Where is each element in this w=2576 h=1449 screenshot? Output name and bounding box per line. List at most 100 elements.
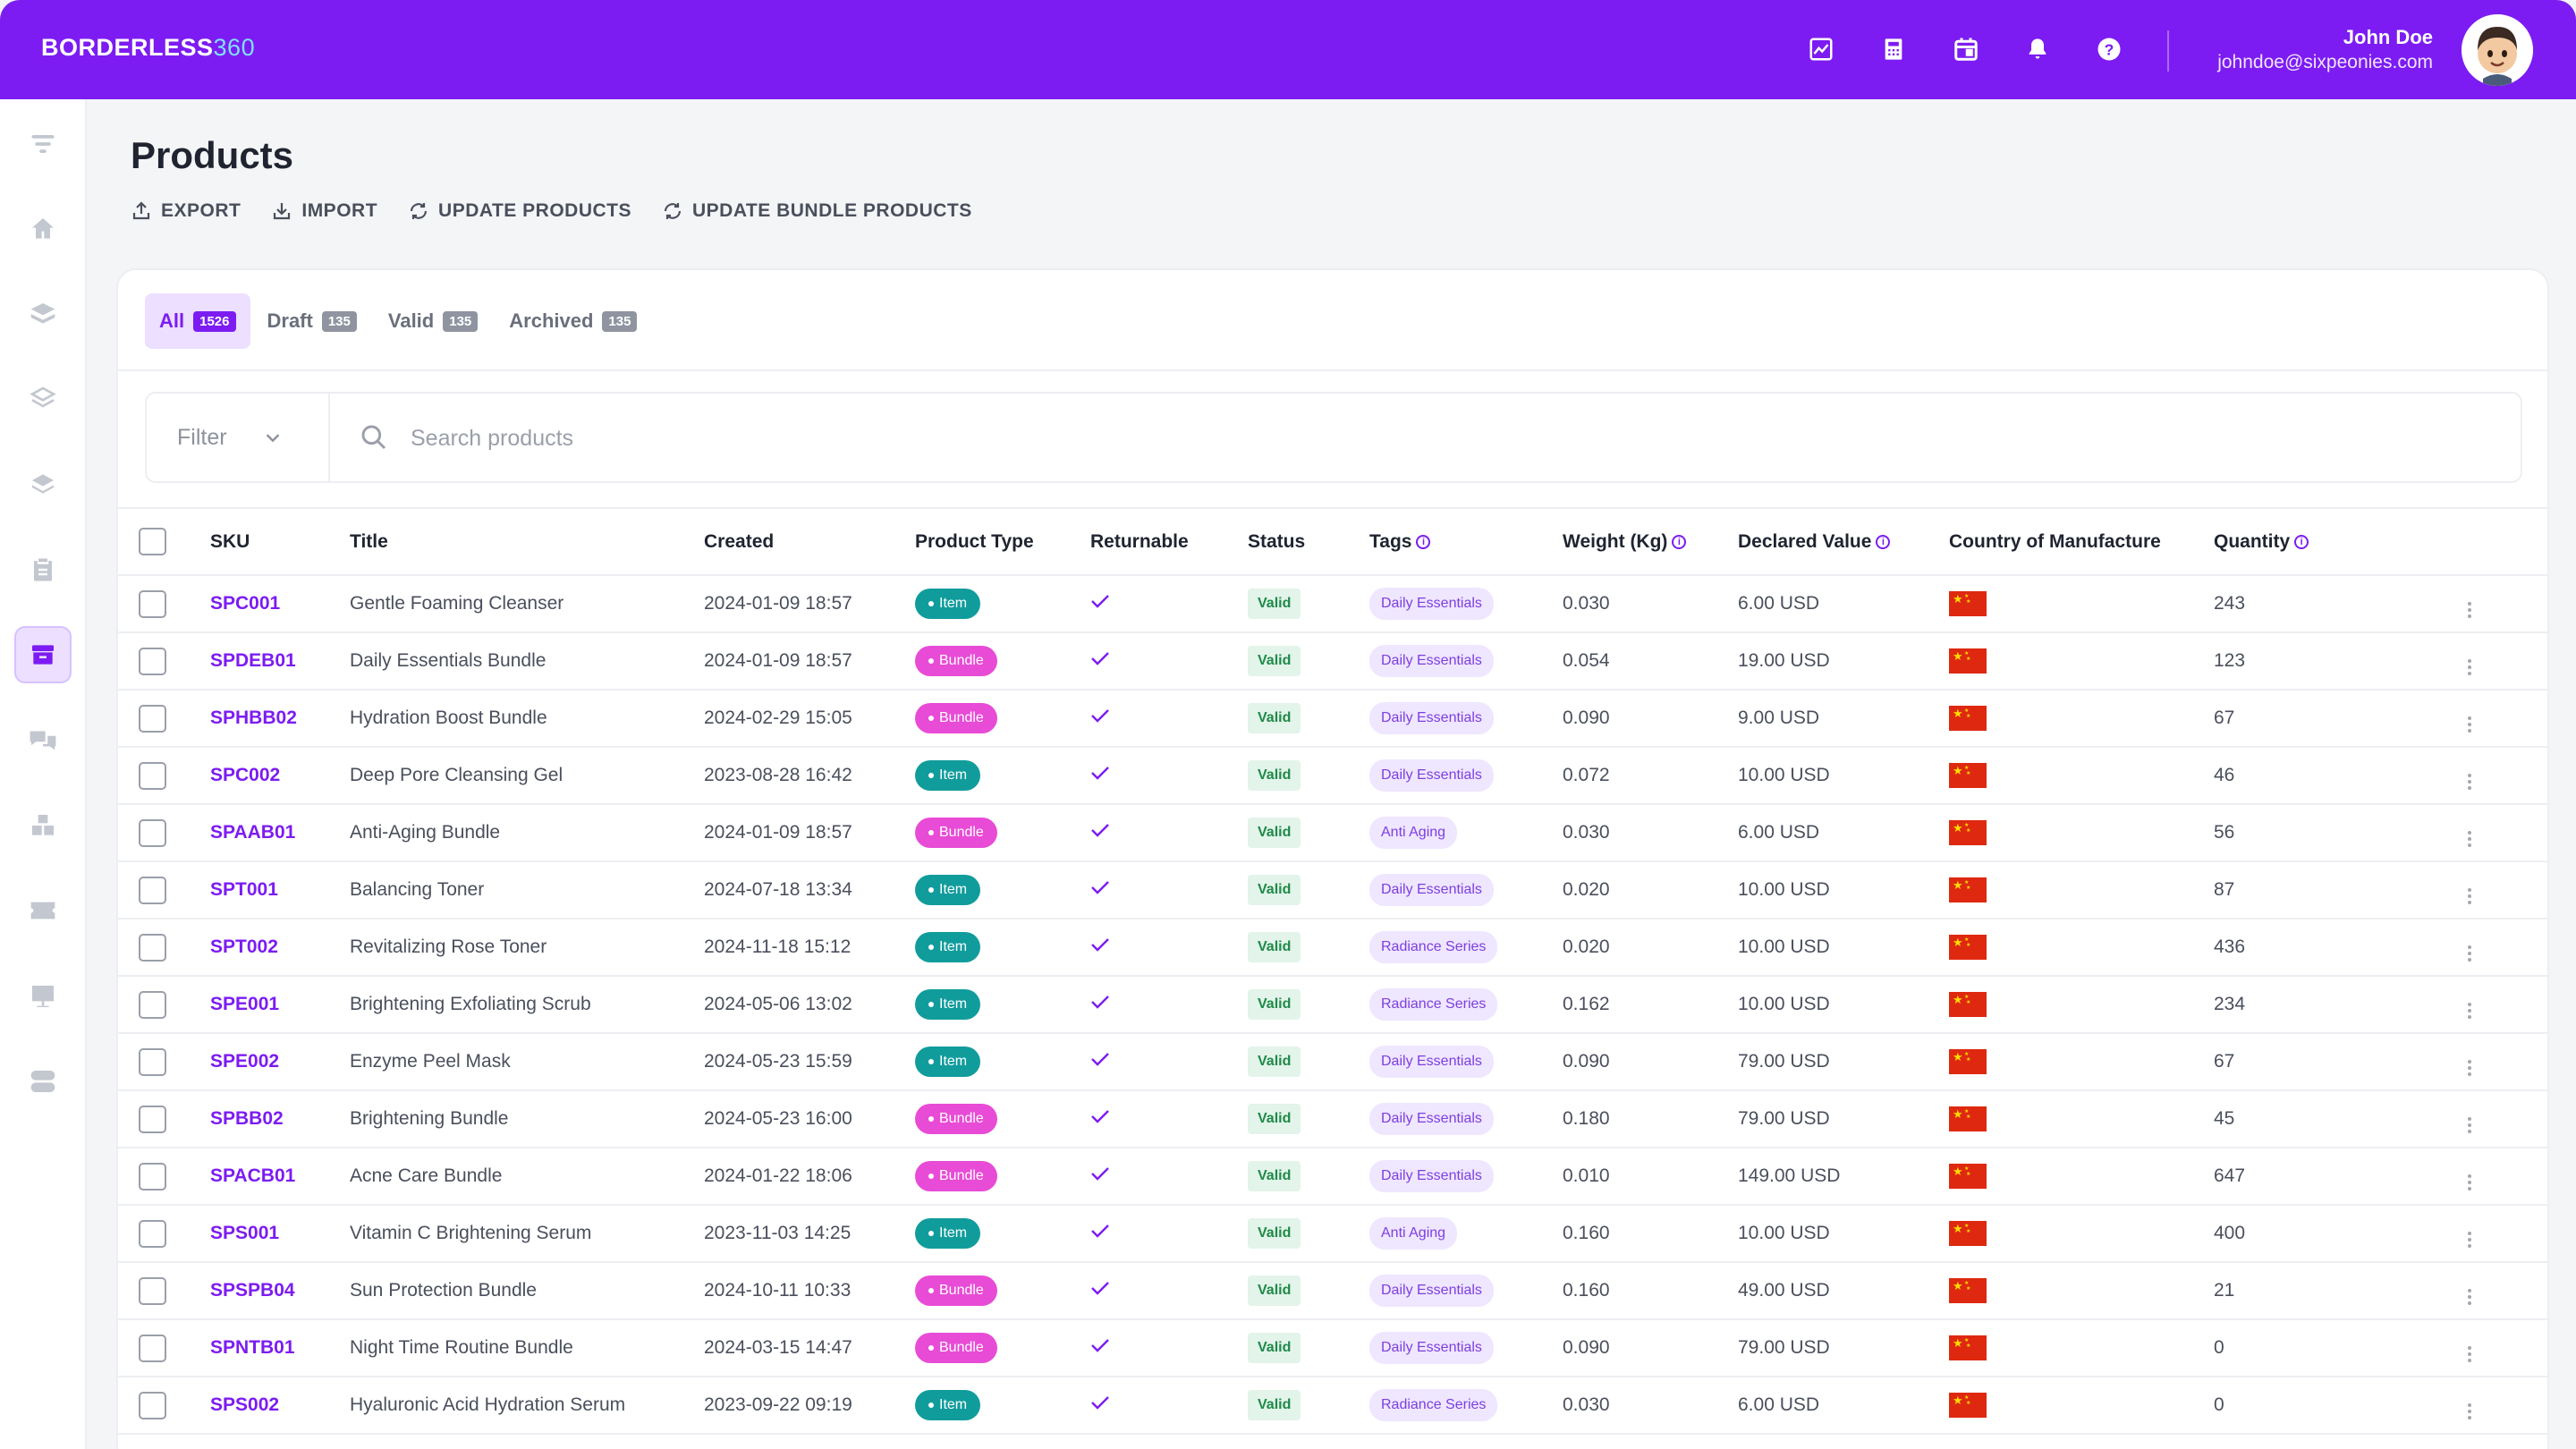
row-checkbox[interactable] [139,933,166,962]
table-row[interactable]: SPACB01 Acne Care Bundle 2024-01-22 18:06 B… [118,1148,2547,1205]
table-row[interactable]: SPT001 Balancing Toner 2024-07-18 13:34 Ite… [118,861,2547,919]
row-menu-icon[interactable] [2461,1174,2479,1191]
info-icon[interactable]: i [1416,534,1431,549]
column-header-sku[interactable]: SKU [210,530,250,552]
row-checkbox[interactable] [139,1105,166,1133]
row-checkbox[interactable] [139,1334,166,1362]
column-header-product-type[interactable]: Product Type [915,530,1034,552]
select-all-checkbox[interactable] [139,528,166,555]
tab-draft[interactable]: Draft 135 [253,293,371,349]
table-row[interactable]: SPHBB02 Hydration Boost Bundle 2024-02-29 … [118,690,2547,747]
filter-dropdown[interactable]: Filter [147,394,330,481]
row-checkbox[interactable] [139,1047,166,1076]
column-header-quantity[interactable]: Quantity i [2214,508,2461,575]
table-row[interactable]: SPSPB04 Sun Protection Bundle 2024-10-11 1… [118,1262,2547,1319]
column-header-declared-value[interactable]: Declared Value i [1738,508,1949,575]
tab-archived[interactable]: Archived 135 [495,293,651,349]
export-button[interactable]: EXPORT [131,200,241,222]
layers-icon[interactable] [14,285,72,343]
info-icon[interactable]: i [2294,534,2309,549]
sku-link[interactable]: SPC002 [210,765,281,785]
row-menu-icon[interactable] [2461,831,2479,847]
sku-link[interactable]: SPNTB01 [210,1337,295,1358]
search-input[interactable] [411,415,2468,462]
chart-icon[interactable] [1804,32,1838,66]
table-row[interactable]: SPS001 Vitamin C Brightening Serum 2023-11… [118,1205,2547,1262]
row-menu-icon[interactable] [2461,1117,2479,1133]
row-menu-icon[interactable] [2461,1403,2479,1419]
app-logo[interactable]: BORDERLESS360 [41,34,256,61]
info-icon[interactable]: i [1876,534,1891,549]
import-button[interactable]: IMPORT [271,200,377,222]
column-header-title[interactable]: Title [350,530,388,552]
filter-icon[interactable] [14,115,72,173]
row-checkbox[interactable] [139,704,166,733]
row-checkbox[interactable] [139,589,166,618]
toggle-icon[interactable] [14,1053,72,1110]
boxes-icon[interactable] [14,797,72,854]
layers-outline-icon[interactable] [14,370,72,428]
row-menu-icon[interactable] [2461,659,2479,675]
presentation-icon[interactable] [14,968,72,1025]
tab-all[interactable]: All 1526 [145,293,250,349]
row-checkbox[interactable] [139,818,166,847]
sku-link[interactable]: SPE002 [210,1051,280,1072]
sku-link[interactable]: SPS002 [210,1394,280,1415]
row-menu-icon[interactable] [2461,602,2479,618]
ticket-icon[interactable] [14,882,72,939]
row-menu-icon[interactable] [2461,1232,2479,1248]
row-checkbox[interactable] [139,761,166,790]
chat-icon[interactable] [14,712,72,769]
table-row[interactable]: SPBB02 Brightening Bundle 2024-05-23 16:00… [118,1090,2547,1148]
home-icon[interactable] [14,200,72,258]
sku-link[interactable]: SPDEB01 [210,650,296,671]
column-header-returnable[interactable]: Returnable [1090,530,1189,552]
calculator-icon[interactable] [1877,32,1911,66]
table-row[interactable]: SPS002 Hyaluronic Acid Hydration Serum 202… [118,1377,2547,1434]
sku-link[interactable]: SPE001 [210,994,280,1014]
table-row[interactable]: SPE001 Brightening Exfoliating Scrub 2024-… [118,976,2547,1033]
row-menu-icon[interactable] [2461,945,2479,962]
row-menu-icon[interactable] [2461,774,2479,790]
column-header-tags[interactable]: Tags i [1369,508,1563,575]
update-products-button[interactable]: UPDATE PRODUCTS [408,200,631,222]
column-header-status[interactable]: Status [1248,530,1306,552]
table-row[interactable]: SPT002 Revitalizing Rose Toner 2024-11-18 … [118,919,2547,976]
sku-link[interactable]: SPHBB02 [210,708,297,728]
row-menu-icon[interactable] [2461,1003,2479,1019]
sku-link[interactable]: SPAAB01 [210,822,296,843]
table-row[interactable]: SPC001 Gentle Foaming Cleanser 2024-01-09 … [118,575,2547,632]
row-checkbox[interactable] [139,647,166,675]
row-menu-icon[interactable] [2461,716,2479,733]
table-row[interactable]: SPC002 Deep Pore Cleansing Gel 2023-08-28 … [118,747,2547,804]
column-header-weight[interactable]: Weight (Kg) i [1563,508,1738,575]
sku-link[interactable]: SPC001 [210,593,281,614]
avatar[interactable] [2462,14,2533,86]
row-menu-icon[interactable] [2461,1289,2479,1305]
table-row[interactable]: SPE002 Enzyme Peel Mask 2024-05-23 15:59 It… [118,1033,2547,1090]
table-row[interactable]: SPDEB01 Daily Essentials Bundle 2024-01-09… [118,632,2547,690]
column-header-country[interactable]: Country of Manufacture [1949,530,2161,552]
stack-icon[interactable] [14,455,72,513]
table-row[interactable]: SPAAB01 Anti-Aging Bundle 2024-01-09 18:57… [118,804,2547,861]
sku-link[interactable]: SPS001 [210,1223,280,1243]
calendar-icon[interactable] [1949,32,1983,66]
sku-link[interactable]: SPT002 [210,936,278,957]
archive-icon[interactable] [14,626,72,683]
row-menu-icon[interactable] [2461,1346,2479,1362]
sku-link[interactable]: SPT001 [210,879,278,900]
row-checkbox[interactable] [139,876,166,904]
sku-link[interactable]: SPSPB04 [210,1280,295,1301]
sku-link[interactable]: SPACB01 [210,1165,296,1186]
table-row[interactable]: SPNTB01 Night Time Routine Bundle 2024-03-… [118,1319,2547,1377]
clipboard-icon[interactable] [14,541,72,598]
sku-link[interactable]: SPBB02 [210,1108,284,1129]
row-menu-icon[interactable] [2461,888,2479,904]
row-checkbox[interactable] [139,1162,166,1191]
update-bundle-products-button[interactable]: UPDATE BUNDLE PRODUCTS [662,200,972,222]
bell-icon[interactable] [2021,32,2055,66]
row-checkbox[interactable] [139,1391,166,1419]
row-checkbox[interactable] [139,990,166,1019]
row-menu-icon[interactable] [2461,1060,2479,1076]
column-header-created[interactable]: Created [704,530,775,552]
